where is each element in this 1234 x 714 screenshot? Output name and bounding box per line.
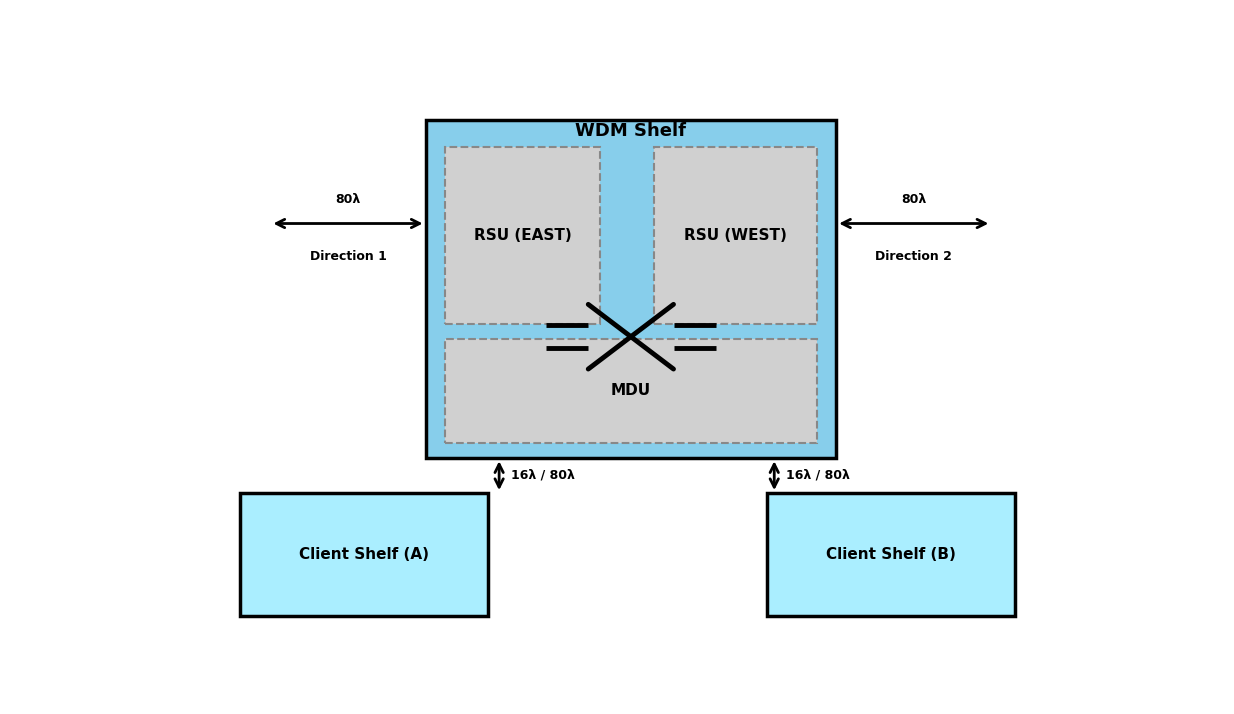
Text: Client Shelf (B): Client Shelf (B): [826, 547, 955, 562]
Text: 16λ / 80λ: 16λ / 80λ: [786, 469, 850, 482]
Text: Direction 2: Direction 2: [875, 251, 953, 263]
Text: Direction 1: Direction 1: [310, 251, 386, 263]
Bar: [445, 339, 817, 443]
Text: RSU (EAST): RSU (EAST): [474, 228, 571, 243]
Bar: [766, 493, 1014, 616]
Text: 16λ / 80λ: 16λ / 80λ: [511, 469, 575, 482]
Text: MDU: MDU: [611, 383, 652, 398]
Bar: [239, 493, 487, 616]
Text: WDM Shelf: WDM Shelf: [575, 122, 686, 140]
Text: 80λ: 80λ: [336, 193, 360, 206]
Text: RSU (WEST): RSU (WEST): [684, 228, 787, 243]
Bar: [445, 146, 600, 323]
Bar: [426, 119, 837, 458]
Text: Client Shelf (A): Client Shelf (A): [299, 547, 428, 562]
Bar: [654, 146, 817, 323]
Text: 80λ: 80λ: [901, 193, 927, 206]
